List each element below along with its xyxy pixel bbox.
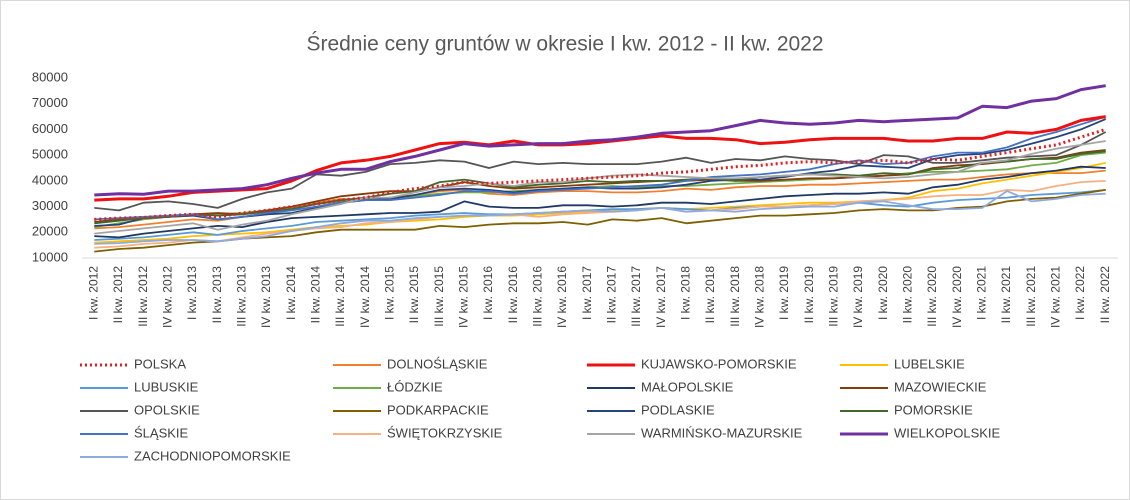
legend-label: POLSKA	[134, 356, 186, 371]
x-tick-label: II kw. 2018	[703, 266, 717, 324]
series-line	[94, 180, 1106, 249]
y-tick-label: 50000	[32, 147, 68, 162]
y-tick-label: 40000	[32, 172, 68, 187]
x-tick-label: II kw. 2016	[506, 266, 520, 324]
legend-label: OPOLSKIE	[134, 402, 200, 417]
x-tick-label: II kw. 2015	[407, 266, 421, 324]
x-tick-label: II kw. 2019	[802, 266, 816, 324]
x-tick-label: IV kw. 2016	[555, 266, 569, 328]
x-tick-label: IV kw. 2017	[654, 266, 668, 328]
x-tick-label: I kw. 2012	[87, 266, 101, 320]
x-tick-label: IV kw. 2012	[161, 266, 175, 328]
series-line	[94, 149, 1106, 223]
legend-label: MAŁOPOLSKIE	[641, 379, 734, 394]
y-tick-label: 30000	[32, 198, 68, 213]
x-tick-label: III kw. 2018	[728, 266, 742, 327]
x-tick-label: I kw. 2013	[185, 266, 199, 320]
legend-label: MAZOWIECKIE	[894, 379, 987, 394]
x-tick-label: I kw. 2017	[580, 266, 594, 320]
y-tick-label: 60000	[32, 121, 68, 136]
x-tick-label: III kw. 2014	[333, 266, 347, 327]
legend-label: LUBELSKIE	[894, 356, 965, 371]
legend-label: POMORSKIE	[894, 402, 973, 417]
series-line	[94, 190, 1106, 245]
legend-label: WIELKOPOLSKIE	[894, 425, 1001, 440]
series-line	[94, 165, 1106, 239]
x-tick-label: III kw. 2013	[235, 266, 249, 327]
x-tick-label: I kw. 2019	[777, 266, 791, 320]
x-tick-label: IV kw. 2014	[358, 266, 372, 328]
legend-label: PODLASKIE	[641, 402, 715, 417]
x-tick-label: IV kw. 2021	[1049, 266, 1063, 328]
y-tick-label: 80000	[32, 69, 68, 84]
x-tick-label: I kw. 2020	[876, 266, 890, 320]
series-line	[94, 115, 1106, 221]
series-line	[94, 140, 1106, 235]
x-tick-label: IV kw. 2013	[259, 266, 273, 328]
x-tick-label: III kw. 2019	[827, 266, 841, 327]
chart-title: Średnie ceny gruntów w okresie I kw. 201…	[306, 32, 823, 56]
legend-label: LUBUSKIE	[134, 379, 199, 394]
x-tick-label: III kw. 2016	[531, 266, 545, 327]
x-tick-label: I kw. 2022	[1073, 266, 1087, 320]
legend-label: DOLNOŚLĄSKIE	[387, 356, 488, 371]
x-tick-label: III kw. 2017	[629, 266, 643, 327]
legend-label: ŚLĄSKIE	[134, 425, 189, 440]
legend-label: ZACHODNIOPOMORSKIE	[134, 448, 291, 463]
x-tick-label: I kw. 2015	[383, 266, 397, 320]
y-tick-label: 20000	[32, 224, 68, 239]
x-tick-label: III kw. 2012	[136, 266, 150, 327]
y-tick-label: 70000	[32, 95, 68, 110]
x-tick-label: II kw. 2022	[1098, 266, 1112, 324]
x-tick-label: II kw. 2021	[999, 266, 1013, 324]
legend-label: ŁÓDZKIE	[387, 379, 443, 394]
x-tick-label: III kw. 2021	[1024, 266, 1038, 327]
legend-label: PODKARPACKIE	[387, 402, 489, 417]
series-line	[94, 84, 1106, 197]
legend-label: ŚWIĘTOKRZYSKIE	[387, 425, 503, 440]
series-line	[94, 131, 1107, 212]
x-tick-label: II kw. 2017	[605, 266, 619, 324]
legend-label: KUJAWSKO-POMORSKIE	[641, 356, 797, 371]
x-tick-label: I kw. 2018	[679, 266, 693, 320]
x-tick-label: II kw. 2020	[901, 266, 915, 324]
y-tick-label: 10000	[32, 249, 68, 264]
x-tick-label: II kw. 2012	[111, 266, 125, 324]
x-tick-label: II kw. 2014	[309, 266, 323, 324]
series-line	[94, 115, 1106, 202]
x-tick-label: IV kw. 2018	[753, 266, 767, 328]
x-tick-label: II kw. 2013	[210, 266, 224, 324]
x-tick-label: IV kw. 2015	[457, 266, 471, 328]
series-line	[94, 150, 1106, 225]
x-tick-label: IV kw. 2019	[851, 266, 865, 328]
series-line	[94, 189, 1106, 241]
legend-label: WARMIŃSKO-MAZURSKIE	[641, 425, 803, 440]
x-tick-label: I kw. 2021	[975, 266, 989, 320]
x-tick-label: IV kw. 2020	[950, 266, 964, 328]
x-tick-label: I kw. 2016	[481, 266, 495, 320]
x-tick-label: I kw. 2014	[284, 266, 298, 320]
x-tick-label: III kw. 2015	[432, 266, 446, 327]
x-tick-label: III kw. 2020	[925, 266, 939, 327]
